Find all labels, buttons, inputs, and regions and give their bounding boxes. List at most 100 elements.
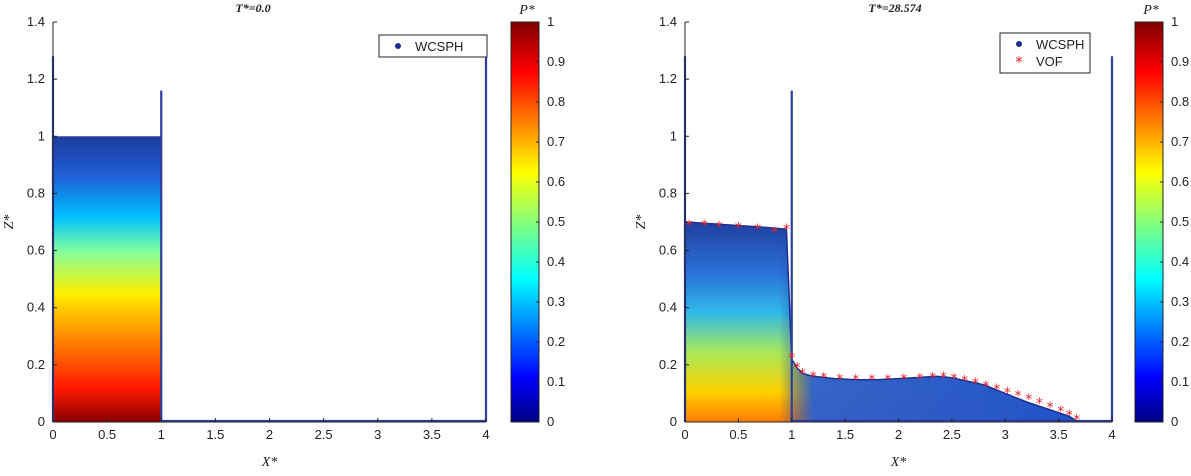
y-tick-label: 0.6 [27, 243, 45, 258]
colorbar-tick-label: 0.8 [1171, 94, 1189, 109]
panel-title: T*=0.0 [235, 1, 270, 15]
y-tick-label: 0.2 [659, 357, 677, 372]
vof-point: * [929, 370, 936, 386]
colorbar-tick-label: 1 [547, 14, 554, 29]
colorbar-tick-label: 0.7 [1171, 134, 1189, 149]
x-tick-label: 3 [374, 427, 381, 442]
vof-point: * [799, 366, 806, 382]
x-tick-label: 2 [266, 427, 273, 442]
colorbar-label: P* [1142, 3, 1159, 18]
vof-point: * [701, 218, 708, 234]
x-tick-label: 0 [681, 427, 688, 442]
colorbar-tick-label: 0.2 [547, 334, 565, 349]
colorbar-tick-label: 0.8 [547, 94, 565, 109]
vof-point: * [983, 379, 990, 395]
vof-point: * [916, 372, 923, 388]
vof-point: * [820, 371, 827, 387]
vof-point: * [972, 376, 979, 392]
colorbar-tick-label: 0.7 [547, 134, 565, 149]
x-tick-label: 0 [49, 427, 56, 442]
colorbar-tick-label: 0.1 [547, 374, 565, 389]
vof-point: * [900, 372, 907, 388]
x-tick-label: 2 [895, 427, 902, 442]
colorbar [1134, 21, 1164, 423]
y-tick-label: 0 [670, 414, 677, 429]
x-tick-label: 1 [788, 427, 795, 442]
vof-point: * [1057, 404, 1064, 420]
vof-point: * [788, 351, 795, 367]
colorbar-tick-label: 1 [1171, 14, 1178, 29]
vof-point: * [993, 382, 1000, 398]
x-tick-label: 0.5 [98, 427, 116, 442]
legend-marker-vof: * [1015, 53, 1023, 71]
colorbar-tick-label: 0.5 [1171, 214, 1189, 229]
y-tick-label: 1.4 [659, 14, 677, 29]
legend-entry: VOF [1036, 54, 1063, 69]
y-tick-label: 1.2 [27, 71, 45, 86]
legend-entry: WCSPH [415, 39, 463, 54]
x-tick-label: 4 [482, 427, 489, 442]
x-tick-label: 2.5 [943, 427, 961, 442]
colorbar-tick-label: 0.6 [547, 174, 565, 189]
legend-entry: WCSPH [1036, 37, 1084, 52]
panel-right: * * * * * * **** * * * * * * * * * * * * * * * * * * * * * * *0 0.5 1 1.… [634, 1, 1189, 470]
y-tick-label: 0 [38, 414, 45, 429]
vof-point: * [1036, 396, 1043, 412]
fluid-flow-overlay [685, 222, 1078, 422]
colorbar-tick-label: 0.5 [547, 214, 565, 229]
vof-point: * [754, 222, 761, 238]
y-tick-label: 0.2 [27, 357, 45, 372]
fluid-column [53, 136, 162, 423]
legend-marker-wcsph [395, 43, 401, 49]
vof-point: * [716, 219, 723, 235]
x-tick-label: 3.5 [1050, 427, 1068, 442]
vof-point: * [686, 218, 693, 234]
vof-point: * [1025, 392, 1032, 408]
vof-point: * [852, 373, 859, 389]
legend-box [378, 34, 488, 58]
y-tick-label: 0.8 [27, 185, 45, 200]
vof-point: * [868, 373, 875, 389]
y-tick-label: 1.2 [659, 71, 677, 86]
x-tick-label: 3.5 [423, 427, 441, 442]
y-tick-label: 1 [670, 128, 677, 143]
vof-point: * [1047, 400, 1054, 416]
vof-point: * [735, 221, 742, 237]
vof-point: * [940, 370, 947, 386]
colorbar-tick-label: 0.3 [547, 294, 565, 309]
y-tick-label: 0.4 [27, 300, 45, 315]
x-axis-label: X* [261, 455, 278, 470]
x-tick-label: 1.5 [206, 427, 224, 442]
panel-title: T*=28.574 [868, 1, 921, 15]
vof-point: * [1073, 413, 1080, 429]
legend-box [999, 32, 1091, 74]
colorbar-tick-label: 0.4 [1171, 254, 1189, 269]
y-axis-label: Z* [634, 215, 649, 230]
x-tick-label: 4 [1108, 427, 1115, 442]
legend-marker-wcsph [1016, 41, 1022, 47]
vof-point: * [951, 372, 958, 388]
y-tick-label: 0.8 [659, 185, 677, 200]
vof-point: * [1066, 408, 1073, 424]
y-axis-label: Z* [2, 215, 17, 230]
free-surface-line [684, 221, 1079, 423]
colorbar-tick-label: 0 [547, 414, 554, 429]
colorbar-tick-label: 0.1 [1171, 374, 1189, 389]
colorbar-tick-label: 0.3 [1171, 294, 1189, 309]
colorbar-tick-label: 0.9 [1171, 54, 1189, 69]
colorbar-tick-label: 0.2 [1171, 334, 1189, 349]
y-tick-label: 1.4 [27, 14, 45, 29]
vof-point: * [836, 372, 843, 388]
x-tick-label: 0.5 [729, 427, 747, 442]
colorbar-tick-label: 0.9 [547, 54, 565, 69]
vof-point: * [783, 222, 790, 238]
colorbar-tick-label: 0.6 [1171, 174, 1189, 189]
x-tick-label: 2.5 [315, 427, 333, 442]
vof-point: * [810, 369, 817, 385]
vof-point: * [1004, 385, 1011, 401]
y-tick-label: 0.6 [659, 243, 677, 258]
colorbar [510, 21, 540, 423]
vof-point: * [1015, 389, 1022, 405]
legend: WCSPH [378, 34, 488, 58]
